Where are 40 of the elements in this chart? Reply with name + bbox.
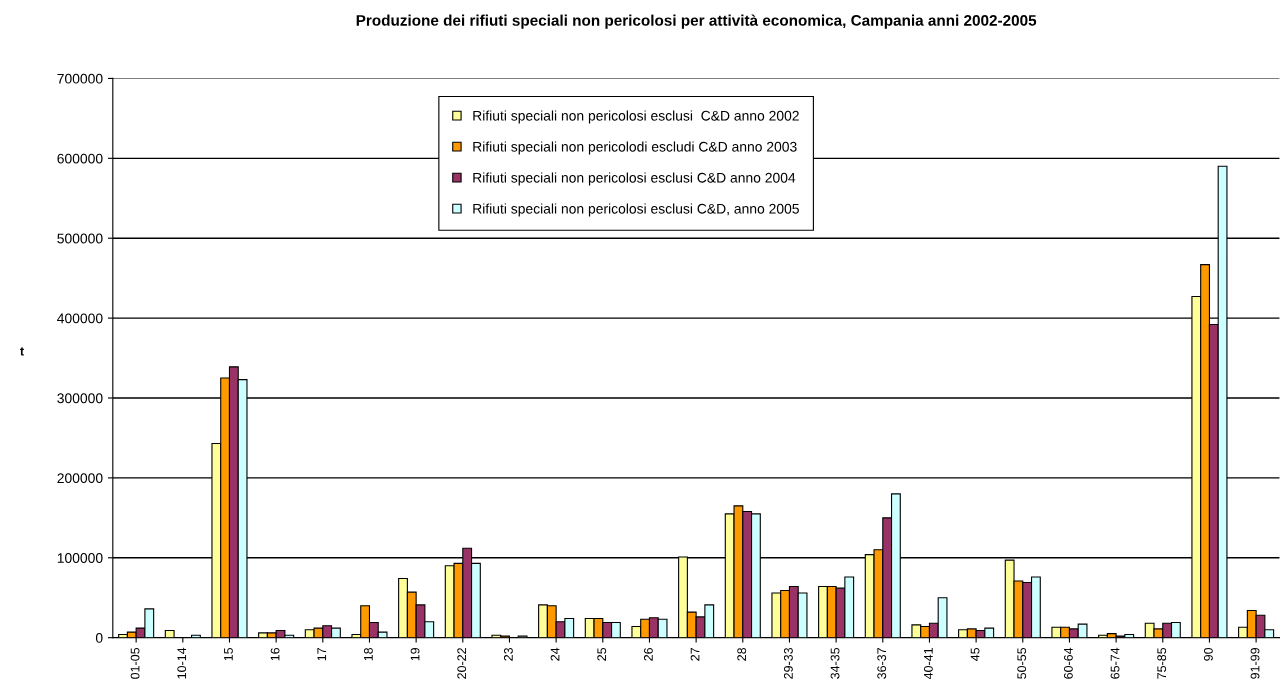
y-tick-label: 0	[95, 633, 103, 643]
y-tick-label: 400000	[57, 313, 103, 324]
x-tick-label: 91-99	[1250, 647, 1260, 679]
x-tick-label: 27	[690, 648, 700, 661]
x-tick-label: 29-33	[783, 647, 793, 679]
x-tick-label: 10-14	[177, 647, 187, 679]
x-tick-label: 75-85	[1157, 647, 1167, 679]
x-tick-label: 23	[503, 647, 513, 661]
x-tick-label: 15	[224, 647, 233, 661]
x-tick-label: 19	[410, 647, 420, 661]
x-tick-label: 90	[1203, 647, 1213, 661]
x-tick-label: 60-64	[1063, 647, 1073, 679]
x-tick-label: 18	[363, 647, 373, 661]
x-tick-label: 24	[550, 647, 560, 661]
y-axis-title: t	[20, 347, 24, 356]
legend-label: Rifiuti speciali non pericolosi esclusi C&D anno 2002	[473, 110, 799, 124]
y-tick-label: 200000	[57, 473, 103, 484]
bar	[164, 629, 175, 638]
x-tick-label: 34-35	[830, 647, 840, 679]
y-tick-label: 700000	[57, 73, 103, 84]
x-tick-label: 65-74	[1110, 647, 1120, 679]
x-tick-label: 40-41	[923, 648, 933, 680]
x-tick-label: 26	[643, 647, 653, 661]
legend-label: Rifiuti speciali non pericolosi esclusi C&D anno 2004	[473, 172, 796, 186]
y-tick-label: 500000	[57, 233, 103, 244]
x-tick-label: 28	[737, 647, 747, 661]
x-tick-label: 01-05	[130, 647, 140, 679]
y-tick-label: 100000	[57, 553, 103, 563]
x-tick-label: 16	[270, 647, 280, 661]
y-tick-label: 300000	[57, 393, 103, 404]
x-tick-label: 25	[597, 647, 607, 661]
x-tick-label: 45	[970, 647, 980, 662]
legend-label: Rifiuti speciali non pericolosi esclusi C&D, anno 2005	[473, 203, 799, 217]
x-tick-label: 20-22	[457, 648, 467, 679]
legend-label: Rifiuti speciali non pericolodi escludi C&D anno 2003	[473, 141, 797, 155]
y-tick-label: 600000	[57, 153, 103, 164]
x-tick-label: 17	[317, 648, 327, 661]
x-tick-label: 36-37	[877, 648, 887, 679]
chart-title: Produzione dei rifiuti speciali non pericolosi per attività economica, Campania anni 2002-2005	[356, 14, 1037, 29]
x-tick-label: 50-55	[1017, 647, 1027, 679]
